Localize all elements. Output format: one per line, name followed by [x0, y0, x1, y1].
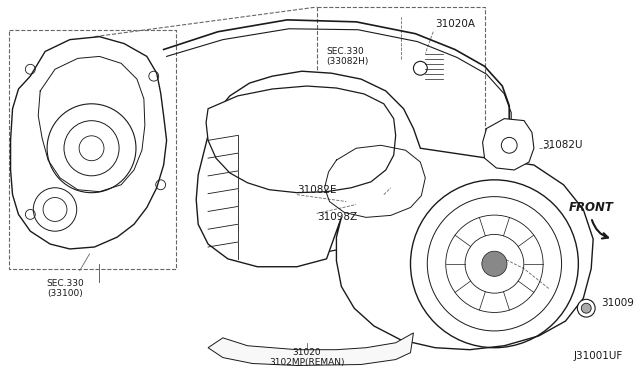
Text: SEC.330
(33082H): SEC.330 (33082H) [326, 47, 369, 66]
Text: SEC.330
(33100): SEC.330 (33100) [46, 279, 84, 298]
Text: J31001UF: J31001UF [573, 351, 623, 360]
Text: 31020
3102MP(REMAN): 31020 3102MP(REMAN) [269, 348, 344, 367]
Polygon shape [206, 86, 396, 193]
Polygon shape [208, 333, 413, 365]
Text: 31020A: 31020A [435, 19, 475, 29]
Polygon shape [11, 37, 166, 249]
Text: 31082U: 31082U [542, 140, 582, 150]
Polygon shape [196, 71, 593, 350]
Circle shape [577, 299, 595, 317]
Circle shape [581, 303, 591, 313]
Text: FRONT: FRONT [568, 201, 613, 214]
Text: 31009: 31009 [601, 298, 634, 308]
Polygon shape [483, 119, 534, 170]
Text: 31082E: 31082E [297, 185, 337, 195]
Text: 31098Z: 31098Z [317, 212, 357, 222]
Polygon shape [208, 138, 394, 254]
Circle shape [482, 251, 507, 276]
